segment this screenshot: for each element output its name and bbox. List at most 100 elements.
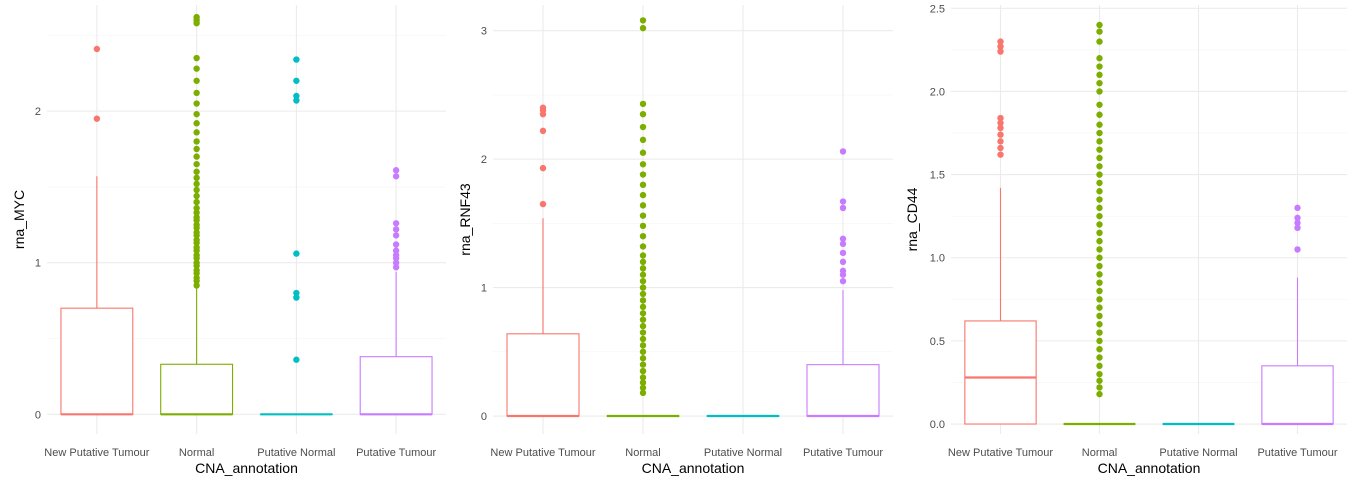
- outlier-point: [1096, 271, 1103, 278]
- outlier-point: [1096, 390, 1103, 398]
- outlier-point: [1294, 214, 1301, 222]
- outlier-point: [639, 379, 647, 386]
- outlier-point: [193, 274, 200, 282]
- outlier-point: [392, 232, 400, 239]
- outlier-point: [1096, 171, 1103, 178]
- outlier-point: [639, 149, 647, 156]
- outlier-point: [193, 168, 200, 175]
- outlier-point: [1096, 370, 1103, 378]
- outlier-point: [639, 123, 647, 131]
- outlier-point: [1096, 28, 1103, 35]
- panel-2: 0 1 2 3 New Putative Tumour Normal Putative No…: [457, 5, 893, 476]
- outlier-point: [293, 92, 300, 100]
- outlier-point: [839, 277, 847, 285]
- outlier-point: [193, 186, 200, 194]
- outlier-point: [193, 282, 200, 289]
- outlier-point: [1096, 188, 1103, 195]
- outlier-point: [839, 235, 847, 242]
- outlier-point: [1294, 246, 1301, 253]
- outlier-point: [639, 265, 647, 272]
- boxplot-2: [1063, 21, 1136, 426]
- box: [359, 356, 433, 415]
- x-tick-label: New Putative Tumour: [948, 447, 1053, 459]
- outlier-point: [639, 297, 647, 304]
- outlier-point: [639, 384, 647, 391]
- box: [160, 363, 234, 415]
- outlier-point: [639, 348, 647, 355]
- outlier-point: [997, 48, 1004, 55]
- outlier-point: [1096, 154, 1103, 162]
- outlier-point: [839, 249, 847, 257]
- outlier-point: [193, 236, 200, 244]
- y-axis-title: rna_CD44: [904, 187, 920, 251]
- outlier-point: [193, 214, 200, 221]
- y-tick-label: 1: [35, 258, 41, 270]
- outlier-point: [193, 192, 200, 200]
- x-axis-title: CNA_annotation: [642, 460, 745, 476]
- outlier-point: [539, 127, 547, 135]
- outlier-point: [839, 258, 847, 266]
- boxplot-3: [259, 56, 333, 416]
- outlier-point: [293, 250, 300, 257]
- outlier-point: [1096, 55, 1103, 62]
- outlier-point: [392, 220, 400, 227]
- x-tick-label: Putative Tumour: [1257, 447, 1337, 459]
- outlier-point: [193, 209, 200, 216]
- outlier-point: [193, 174, 200, 182]
- outlier-point: [997, 114, 1004, 122]
- x-tick-label: Putative Normal: [257, 447, 335, 459]
- x-tick-label: New Putative Tumour: [44, 447, 149, 459]
- outlier-point: [1096, 329, 1103, 336]
- outlier-point: [839, 148, 847, 155]
- outlier-point: [1096, 204, 1103, 212]
- boxplot-1: [60, 45, 134, 416]
- x-axis-title: CNA_annotation: [195, 460, 298, 476]
- outlier-point: [639, 335, 647, 343]
- outlier-point: [1096, 63, 1103, 70]
- outlier-point: [997, 151, 1004, 158]
- y-tick-label: 0.0: [930, 419, 945, 431]
- outlier-point: [1294, 224, 1301, 232]
- outlier-point: [193, 153, 200, 160]
- x-tick-label: Normal: [1082, 447, 1117, 459]
- x-tick-label: Normal: [625, 447, 660, 459]
- outlier-point: [1096, 179, 1103, 187]
- outlier-point: [193, 100, 200, 107]
- outlier-point: [639, 277, 647, 285]
- outlier-point: [997, 38, 1004, 45]
- boxplot-2: [606, 17, 680, 418]
- outlier-point: [639, 171, 647, 178]
- outlier-point: [1096, 101, 1103, 108]
- outlier-point: [1096, 237, 1103, 245]
- outlier-point: [193, 120, 200, 127]
- outlier-point: [639, 367, 647, 375]
- outlier-point: [193, 160, 200, 168]
- outlier-point: [1096, 121, 1103, 128]
- y-tick-label: 3: [481, 26, 487, 38]
- outlier-point: [193, 251, 200, 259]
- outlier-point: [293, 56, 300, 63]
- outlier-point: [997, 144, 1004, 152]
- outlier-point: [639, 361, 647, 368]
- y-tick-label: 0.5: [930, 336, 945, 348]
- y-tick-label: 0: [481, 411, 487, 423]
- outlier-point: [639, 329, 647, 336]
- outlier-point: [1096, 138, 1103, 145]
- outlier-point: [1096, 337, 1103, 345]
- outlier-point: [193, 198, 200, 206]
- x-axis-title: CNA_annotation: [1098, 460, 1201, 476]
- outlier-point: [193, 267, 200, 274]
- x-tick-label: New Putative Tumour: [490, 447, 595, 459]
- outlier-point: [1096, 229, 1103, 237]
- outlier-point: [1096, 79, 1103, 87]
- outlier-point: [997, 138, 1004, 145]
- outlier-point: [193, 54, 200, 62]
- outlier-point: [392, 259, 400, 266]
- outlier-point: [392, 264, 400, 271]
- y-axis-title: rna_RNF43: [457, 183, 473, 256]
- outlier-point: [639, 290, 647, 298]
- outlier-point: [639, 232, 647, 240]
- outlier-point: [1096, 146, 1103, 153]
- x-tick-label: Putative Normal: [704, 447, 782, 459]
- outlier-point: [639, 222, 647, 230]
